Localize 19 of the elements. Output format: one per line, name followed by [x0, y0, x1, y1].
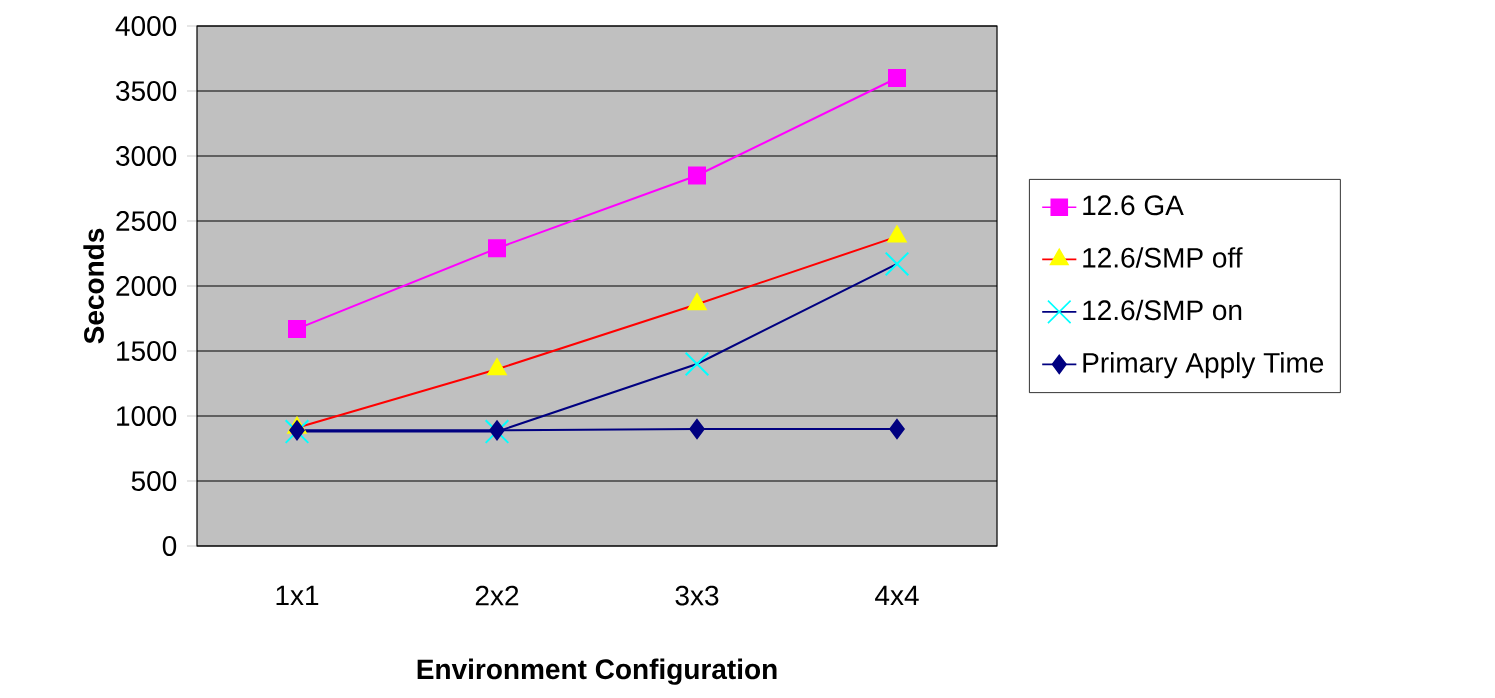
legend-label: 12.6/SMP on: [1083, 299, 1242, 321]
y-tick-label: 1000: [117, 406, 177, 426]
x-axis-title: Environment Configuration: [417, 658, 777, 685]
x-tick-label: 4x4: [875, 585, 919, 605]
x-tick-label: 2x2: [475, 585, 519, 606]
y-tick-label: 2000: [116, 276, 177, 296]
y-tick-label: 0: [162, 536, 177, 556]
legend-label: Primary Apply Time: [1083, 352, 1324, 379]
x-tick-label: 3x3: [675, 585, 719, 606]
y-axis-title: Seconds: [83, 228, 104, 344]
y-tick-label: 3500: [116, 81, 177, 101]
y-tick-label: 3000: [116, 146, 177, 166]
legend-label: 12.6 GA: [1083, 195, 1184, 216]
y-tick-label: 1500: [117, 341, 177, 361]
legend-label: 12.6/SMP off: [1083, 247, 1243, 268]
y-tick-label: 500: [131, 471, 177, 491]
x-tick-label: 1x1: [276, 585, 319, 605]
y-tick-label: 2500: [116, 211, 177, 231]
y-tick-label: 4000: [115, 16, 177, 36]
